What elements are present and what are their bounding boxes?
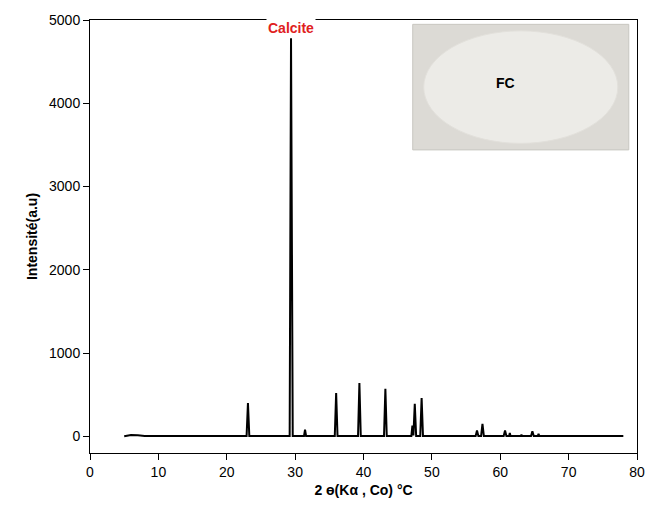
- svg-text:2000: 2000: [49, 262, 80, 278]
- svg-text:4000: 4000: [49, 95, 80, 111]
- svg-text:30: 30: [287, 464, 303, 480]
- svg-text:1000: 1000: [49, 345, 80, 361]
- svg-text:Intensité(a.u): Intensité(a.u): [24, 193, 40, 280]
- svg-text:70: 70: [561, 464, 577, 480]
- svg-text:FC: FC: [496, 75, 515, 91]
- svg-text:60: 60: [492, 464, 508, 480]
- svg-text:0: 0: [86, 464, 94, 480]
- svg-text:3000: 3000: [49, 178, 80, 194]
- svg-text:Calcite: Calcite: [268, 20, 314, 36]
- svg-text:0: 0: [72, 428, 80, 444]
- svg-text:5000: 5000: [49, 12, 80, 28]
- svg-text:20: 20: [219, 464, 235, 480]
- svg-text:50: 50: [424, 464, 440, 480]
- svg-text:40: 40: [356, 464, 372, 480]
- svg-text:10: 10: [151, 464, 167, 480]
- svg-text:80: 80: [629, 464, 645, 480]
- svg-text:2 ɵ(Kα , Co) °C: 2 ɵ(Kα , Co) °C: [314, 482, 412, 498]
